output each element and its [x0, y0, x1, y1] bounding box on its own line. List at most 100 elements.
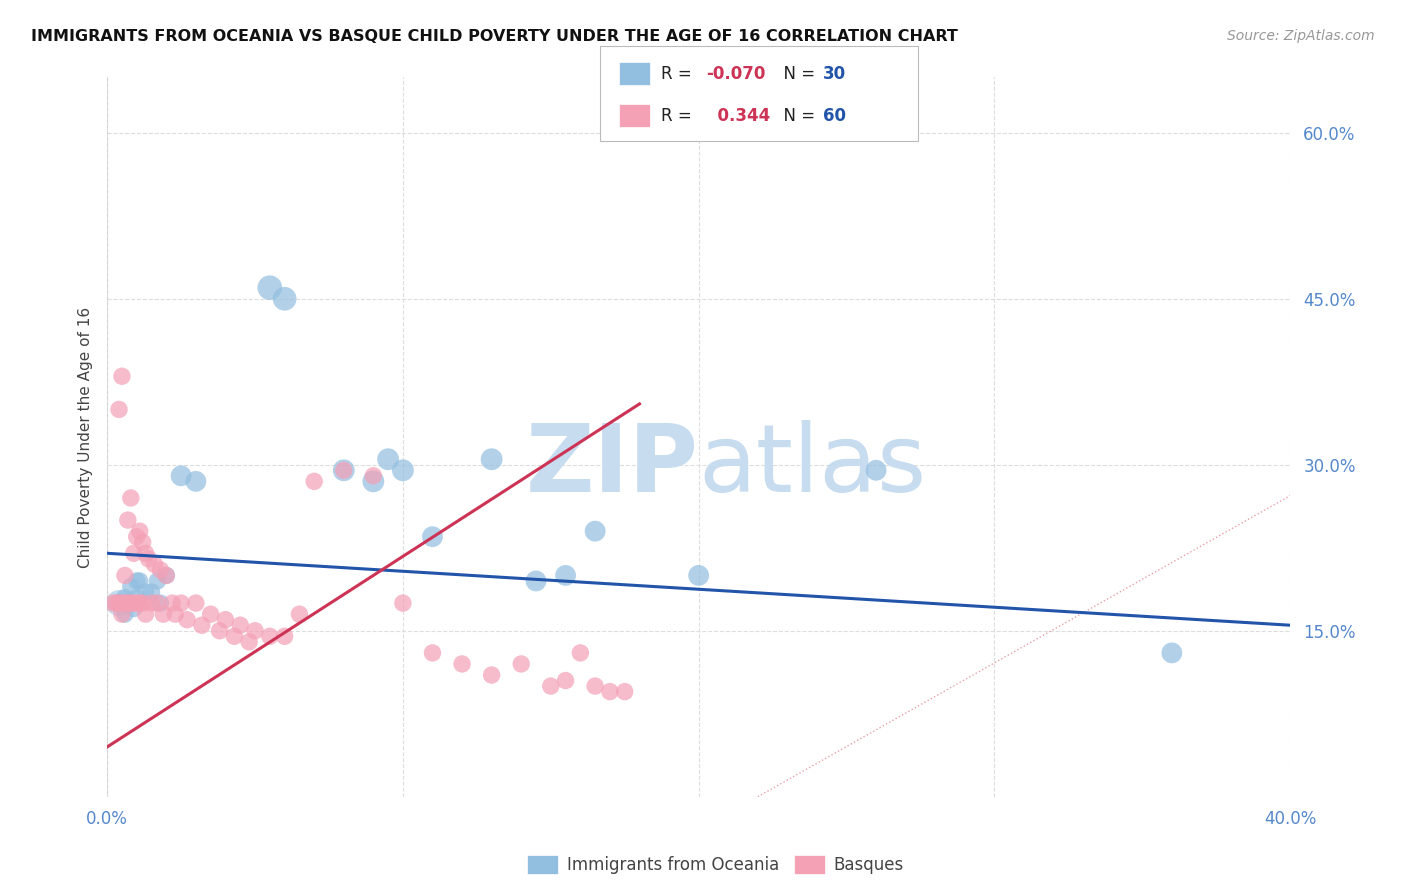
Point: [229, 618, 252, 632]
Point: [152, 607, 174, 622]
Text: Basques: Basques: [834, 856, 904, 874]
Point: [125, 596, 148, 610]
Point: [122, 601, 145, 615]
Point: [540, 679, 562, 693]
Point: [583, 679, 606, 693]
Point: [143, 558, 166, 572]
Text: Immigrants from Oceania: Immigrants from Oceania: [567, 856, 779, 874]
Point: [125, 591, 148, 605]
Point: [114, 607, 136, 622]
Point: [117, 596, 139, 610]
Point: [108, 402, 131, 417]
Point: [120, 596, 142, 610]
Point: [111, 596, 134, 610]
Point: [569, 646, 592, 660]
Point: [101, 596, 124, 610]
Point: [184, 596, 207, 610]
Point: [524, 574, 547, 588]
Text: 30: 30: [823, 65, 845, 83]
Point: [111, 369, 134, 384]
Text: atlas: atlas: [699, 420, 927, 512]
Point: [114, 596, 136, 610]
Point: [125, 574, 148, 588]
Text: ZIP: ZIP: [526, 420, 699, 512]
Point: [363, 468, 385, 483]
Point: [122, 546, 145, 560]
Point: [176, 613, 198, 627]
Point: [481, 452, 503, 467]
Point: [135, 585, 157, 599]
Text: N =: N =: [773, 107, 821, 125]
Point: [214, 613, 236, 627]
Point: [273, 292, 295, 306]
Point: [149, 596, 172, 610]
Point: [243, 624, 266, 638]
Point: [114, 568, 136, 582]
Point: [138, 551, 160, 566]
Point: [363, 475, 385, 489]
Point: [865, 463, 887, 477]
Point: [120, 491, 142, 505]
Point: [128, 596, 150, 610]
Text: 60: 60: [823, 107, 845, 125]
Point: [170, 468, 193, 483]
Point: [377, 452, 399, 467]
Point: [200, 607, 222, 622]
Point: [259, 629, 281, 643]
Point: [422, 646, 444, 660]
Point: [302, 475, 325, 489]
Point: [208, 624, 231, 638]
Point: [155, 568, 177, 582]
Point: [114, 591, 136, 605]
Text: -0.070: -0.070: [706, 65, 765, 83]
Point: [554, 673, 576, 688]
Text: N =: N =: [773, 65, 821, 83]
Point: [111, 607, 134, 622]
Point: [108, 596, 131, 610]
Point: [583, 524, 606, 538]
Point: [131, 596, 153, 610]
Point: [273, 629, 295, 643]
Point: [131, 535, 153, 549]
Point: [688, 568, 710, 582]
Point: [146, 574, 169, 588]
Point: [510, 657, 533, 671]
Point: [224, 629, 246, 643]
Point: [125, 530, 148, 544]
Point: [135, 546, 157, 560]
Point: [451, 657, 474, 671]
Point: [108, 596, 131, 610]
Text: IMMIGRANTS FROM OCEANIA VS BASQUE CHILD POVERTY UNDER THE AGE OF 16 CORRELATION : IMMIGRANTS FROM OCEANIA VS BASQUE CHILD …: [31, 29, 957, 44]
Point: [135, 607, 157, 622]
Text: 0.344: 0.344: [706, 107, 770, 125]
Point: [613, 684, 636, 698]
Point: [105, 596, 128, 610]
Point: [146, 596, 169, 610]
Point: [117, 596, 139, 610]
Text: R =: R =: [661, 65, 697, 83]
Point: [184, 475, 207, 489]
Point: [481, 668, 503, 682]
Point: [160, 596, 183, 610]
Point: [128, 524, 150, 538]
Point: [554, 568, 576, 582]
Point: [170, 596, 193, 610]
Point: [599, 684, 621, 698]
Point: [128, 574, 150, 588]
Point: [155, 568, 177, 582]
Y-axis label: Child Poverty Under the Age of 16: Child Poverty Under the Age of 16: [79, 307, 93, 567]
Point: [149, 563, 172, 577]
Point: [392, 596, 415, 610]
Point: [1160, 646, 1182, 660]
Point: [422, 530, 444, 544]
Point: [238, 635, 260, 649]
Point: [392, 463, 415, 477]
Point: [332, 463, 354, 477]
Text: R =: R =: [661, 107, 697, 125]
Point: [122, 596, 145, 610]
Text: Source: ZipAtlas.com: Source: ZipAtlas.com: [1227, 29, 1375, 43]
Point: [120, 579, 142, 593]
Point: [141, 596, 163, 610]
Point: [288, 607, 311, 622]
Point: [259, 281, 281, 295]
